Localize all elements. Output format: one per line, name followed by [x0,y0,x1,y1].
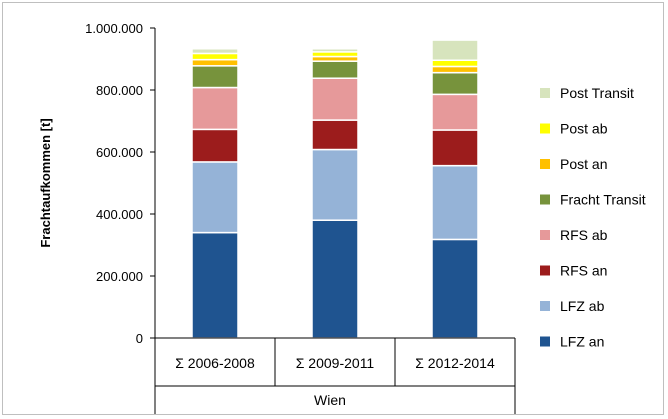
bar-segment [431,93,479,131]
bar-segment [431,65,479,74]
bar-segment [431,71,479,96]
legend-swatch [540,301,550,311]
legend-swatch [540,159,550,169]
bar-segment [191,161,239,234]
bar-segment [191,231,239,339]
y-axis: 0 200.000 400.000 600.000 800.000 1.000.000 [85,21,156,346]
bar-segment [191,48,239,55]
bar-segment [431,238,479,339]
y-tick-label: 600.000 [96,145,143,160]
legend-swatch [540,265,550,276]
y-tick-label: 400.000 [96,207,143,222]
bar-segment [191,128,239,163]
legend-label: RFS an [560,263,607,279]
x-tick-label: Σ 2006-2008 [175,355,255,371]
legend-label: Fracht Transit [560,192,646,208]
x-group-label: Wien [314,392,346,408]
legend-swatch [540,194,550,205]
bars [191,39,479,339]
bar-segment [431,164,479,241]
legend-swatch [540,88,550,98]
bar-segment [191,86,239,131]
legend-swatch [540,123,550,134]
legend-label: Post ab [560,121,608,137]
x-tick-label: Σ 2009-2011 [296,355,375,371]
y-tick-label: 0 [136,331,143,346]
bar-segment [191,52,239,61]
chart-frame [2,2,664,415]
x-axis: Σ 2006-2008 Σ 2009-2011 Σ 2012-2014 [154,337,516,414]
legend-label: RFS ab [560,227,608,243]
bar-segment [191,58,239,67]
bar-segment [311,148,359,221]
bar-segment [311,219,359,339]
legend-swatch [540,230,550,240]
legend-label: Post Transit [560,85,634,101]
bar-segment [191,65,239,89]
bar-segment [431,129,479,167]
y-tick-label: 200.000 [96,269,143,284]
bar-segment [311,119,359,151]
y-tick-label: 1.000.000 [85,21,143,36]
bar-segment [431,39,479,61]
y-axis-label: Frachtaufkommen [t] [38,118,53,247]
legend-swatch [540,336,550,347]
bar-segment [311,60,359,79]
bar-segment [311,77,359,121]
x-tick-label: Σ 2012-2014 [415,355,495,371]
legend: Post Transit Post ab Post an Fracht Transit… [540,85,646,350]
legend-label: LFZ ab [560,298,605,314]
legend-label: LFZ an [560,334,604,350]
bar-segment [431,59,479,68]
bar-segment [311,48,359,53]
legend-label: Post an [560,156,607,172]
y-tick-label: 800.000 [96,83,143,98]
